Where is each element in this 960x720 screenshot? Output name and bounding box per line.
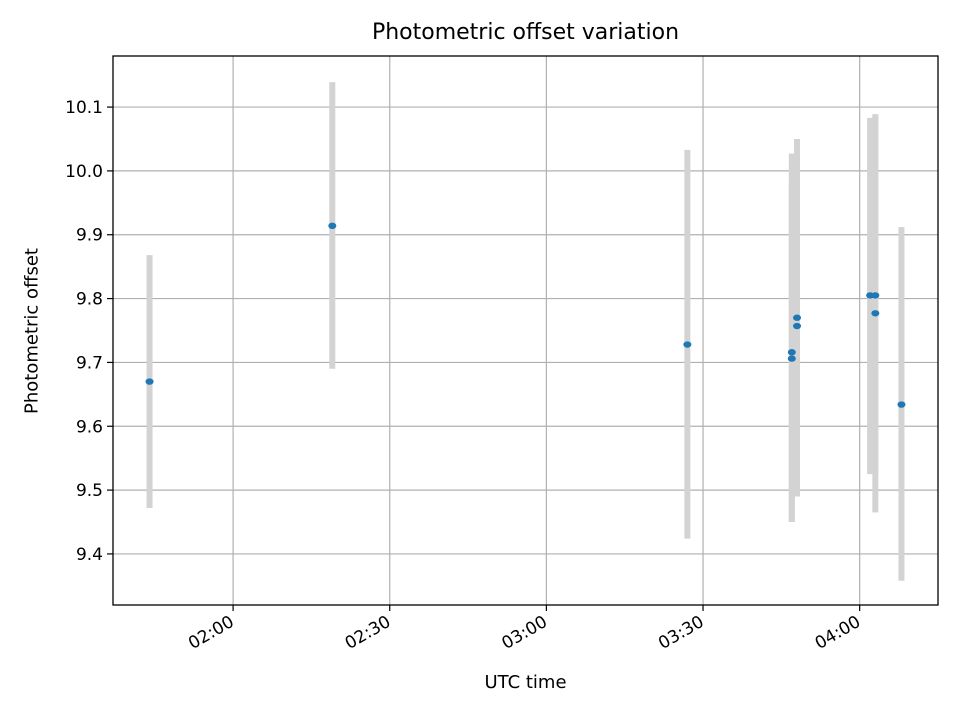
- y-tick-label: 10.0: [65, 162, 103, 182]
- x-tick-label: 04:00: [812, 612, 864, 654]
- data-point: [871, 292, 880, 299]
- data-point: [793, 322, 802, 330]
- data-point: [787, 355, 796, 362]
- data-point: [897, 401, 906, 408]
- axes-frame: [112, 55, 939, 606]
- data-point: [787, 349, 796, 356]
- x-tick-label: 02:00: [185, 612, 237, 654]
- data-point: [145, 378, 154, 385]
- chart-title: Photometric offset variation: [371, 20, 680, 45]
- x-tick-label: 02:30: [342, 612, 394, 654]
- y-axis-label: Photometric offset: [21, 248, 43, 414]
- y-tick-label: 9.8: [76, 290, 103, 310]
- y-tick-label: 9.4: [76, 545, 103, 565]
- y-tick-label: 9.5: [76, 481, 103, 501]
- data-point: [793, 314, 802, 321]
- x-tick-label: 03:30: [655, 612, 707, 654]
- y-tick-label: 9.6: [76, 417, 103, 437]
- data-point: [683, 341, 692, 348]
- y-tick-label: 9.7: [76, 353, 103, 373]
- x-tick-label: 03:00: [498, 612, 550, 654]
- data-point: [871, 310, 880, 317]
- y-tick-label: 10.1: [65, 98, 103, 118]
- x-axis-label: UTC time: [484, 672, 567, 693]
- data-point: [328, 222, 337, 230]
- y-tick-label: 9.9: [76, 226, 103, 246]
